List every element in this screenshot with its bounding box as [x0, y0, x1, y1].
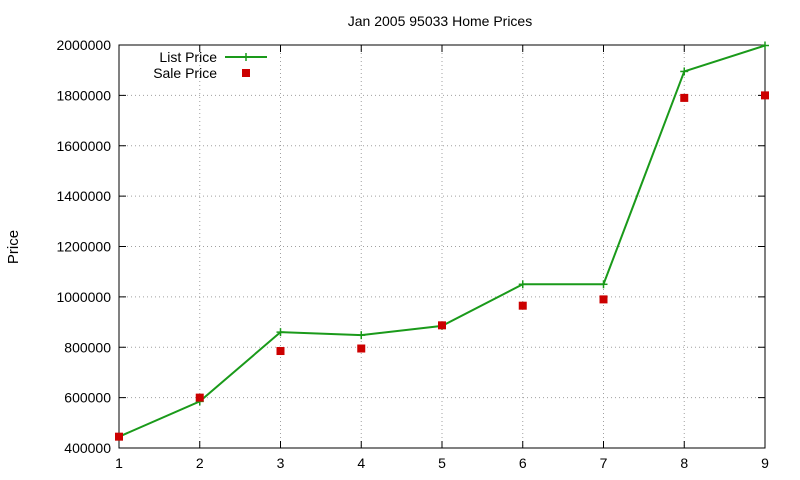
list-price-point: [680, 67, 689, 76]
x-tick-label: 5: [438, 455, 446, 471]
legend-marker-list-price: [242, 53, 250, 61]
sale-price-point: [195, 393, 204, 402]
list-price-point: [599, 280, 608, 289]
series: [115, 41, 769, 441]
y-tick-label: 1200000: [56, 239, 111, 255]
list-price-point: [276, 328, 285, 337]
y-tick-label: 600000: [64, 390, 111, 406]
axes: 400000 600000 800000 1000000 1200000 1400000 1…: [56, 37, 769, 471]
list-price-point: [357, 331, 366, 340]
sale-price-point: [276, 347, 285, 356]
y-axis-label: Price: [5, 230, 22, 264]
sale-price-point: [518, 301, 527, 310]
sale-price-point: [680, 93, 689, 102]
sale-price-point: [599, 295, 608, 304]
legend-label-list-price: List Price: [159, 49, 217, 65]
x-tick-label: 9: [761, 455, 769, 471]
x-tick-label: 3: [277, 455, 285, 471]
legend-label-sale-price: Sale Price: [153, 65, 217, 81]
y-tick-label: 2000000: [56, 37, 111, 53]
y-tick-label: 800000: [64, 339, 111, 355]
x-tick-label: 1: [115, 455, 123, 471]
y-tick-label: 1000000: [56, 289, 111, 305]
y-tick-label: 400000: [64, 440, 111, 456]
sale-price-point: [438, 321, 446, 330]
y-tick-label: 1400000: [56, 188, 111, 204]
x-tick-label: 2: [196, 455, 204, 471]
y-tick-label: 1800000: [56, 87, 111, 103]
y-tick-label: 1600000: [56, 138, 111, 154]
x-tick-label: 7: [600, 455, 608, 471]
list-price-point: [518, 280, 527, 289]
legend-marker-sale-price: [242, 69, 250, 77]
sale-price-point: [115, 432, 123, 441]
list-price-point: [761, 41, 769, 50]
sale-price-point: [357, 344, 366, 353]
x-tick-label: 6: [519, 455, 527, 471]
chart-title: Jan 2005 95033 Home Prices: [348, 13, 532, 29]
x-tick-label: 8: [680, 455, 688, 471]
sale-price-point: [761, 91, 769, 100]
x-tick-label: 4: [357, 455, 365, 471]
